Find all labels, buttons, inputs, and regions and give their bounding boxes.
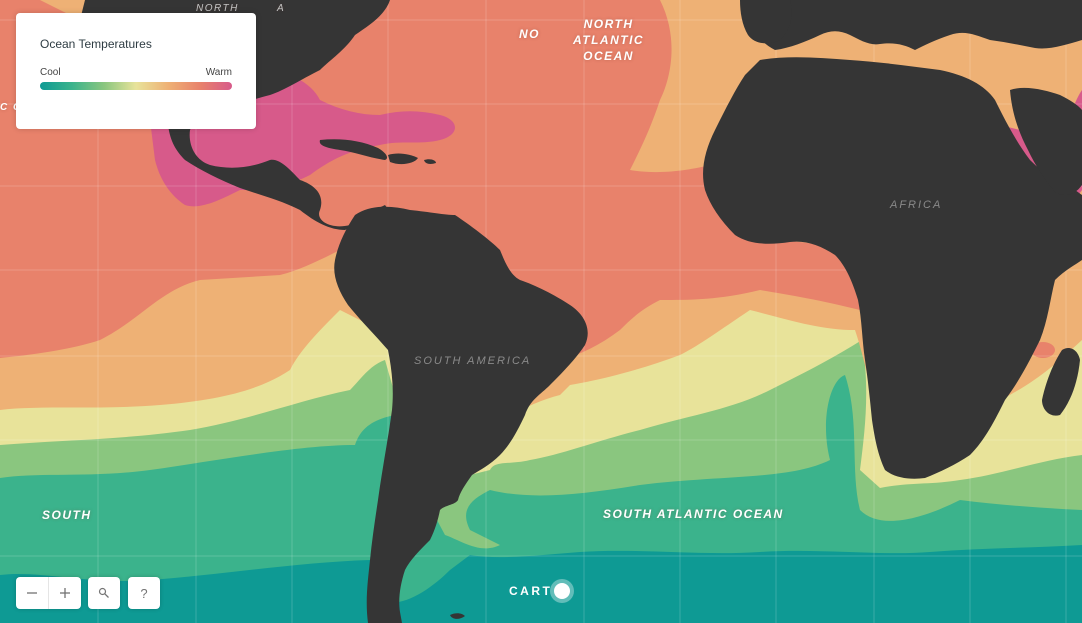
land-puerto-rico xyxy=(424,159,436,164)
legend-warm-label: Warm xyxy=(205,67,232,78)
band-warm-madagascar xyxy=(1031,342,1055,358)
search-icon xyxy=(98,587,109,598)
label-north-atlantic-line1: NORTH xyxy=(583,17,634,31)
land-madagascar xyxy=(1042,348,1080,416)
legend-title: Ocean Temperatures xyxy=(40,37,152,51)
land-falklands xyxy=(450,613,465,619)
land-africa xyxy=(703,57,1082,479)
label-south-america: SOUTH AMERICA xyxy=(414,355,532,367)
land-cuba xyxy=(319,139,388,160)
land-hispaniola xyxy=(388,153,418,165)
plus-icon xyxy=(60,588,70,598)
land xyxy=(80,0,1082,623)
help-control: ? xyxy=(128,577,160,609)
carto-logo-icon xyxy=(554,583,571,599)
zoom-in-button[interactable] xyxy=(49,577,81,609)
label-south-partial: SOUTH xyxy=(42,508,92,522)
carto-attribution[interactable]: CART xyxy=(509,583,571,599)
zoom-divider xyxy=(48,577,49,609)
zoom-control xyxy=(16,577,81,609)
land-arabia xyxy=(1010,87,1082,196)
label-north-partial: NO xyxy=(519,27,540,41)
land-south-america xyxy=(334,206,588,623)
label-south-atlantic: SOUTH ATLANTIC OCEAN xyxy=(603,507,784,521)
legend-gradient-bar xyxy=(40,82,232,90)
label-pacific-partial: C O xyxy=(0,102,23,113)
land-europe xyxy=(745,0,1082,50)
zoom-out-button[interactable] xyxy=(16,577,48,609)
carto-brand: CART xyxy=(509,584,553,598)
minus-icon xyxy=(27,592,37,594)
label-north-atlantic-line2: ATLANTIC xyxy=(573,33,645,47)
label-north-america-partial: NORTH A xyxy=(196,3,286,14)
label-north-atlantic-line3: OCEAN xyxy=(583,49,634,63)
legend-cool-label: Cool xyxy=(40,67,61,78)
search-control xyxy=(88,577,120,609)
label-north-atlantic: NORTH ATLANTIC OCEAN xyxy=(573,16,644,64)
legend-panel: Ocean Temperatures Cool Warm xyxy=(16,13,256,129)
search-button[interactable] xyxy=(88,577,120,609)
land-iberia xyxy=(740,0,792,44)
label-africa: AFRICA xyxy=(890,199,943,211)
help-button[interactable]: ? xyxy=(128,577,160,609)
help-label: ? xyxy=(140,585,148,601)
